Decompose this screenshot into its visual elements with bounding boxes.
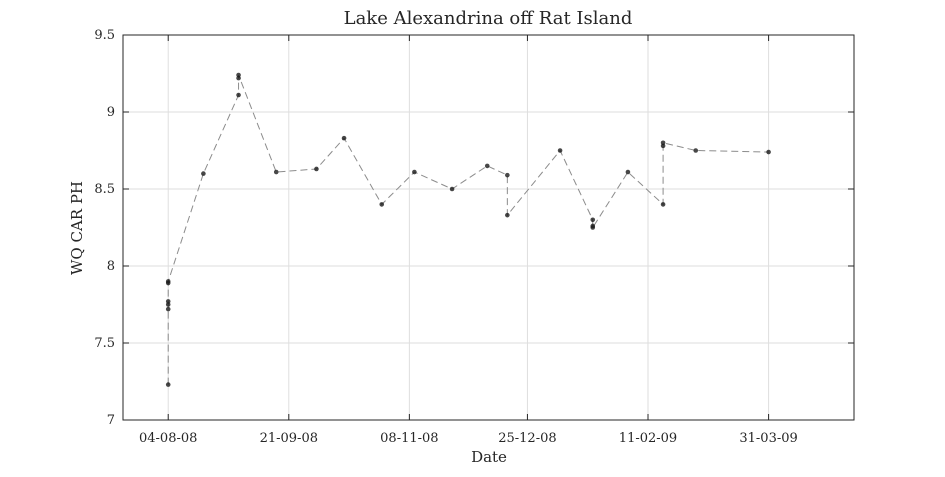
y-tick-label: 9	[107, 105, 115, 120]
data-point	[165, 382, 171, 387]
data-point	[484, 163, 490, 169]
series-layer	[167, 74, 769, 385]
data-point	[766, 149, 771, 155]
marker-layer	[165, 72, 771, 387]
x-axis-title: Date	[471, 448, 507, 466]
data-point	[165, 306, 171, 312]
data-point	[273, 169, 279, 175]
data-point	[625, 169, 631, 175]
y-tick-label: 8	[107, 259, 115, 274]
data-point	[590, 225, 596, 230]
x-tick-label: 31-03-09	[739, 431, 797, 446]
data-point	[660, 202, 666, 207]
x-tick-label: 08-11-08	[380, 431, 438, 446]
series-line	[167, 74, 769, 385]
data-point	[236, 92, 241, 98]
y-tick-label: 8.5	[94, 182, 115, 197]
x-tick-label: 21-09-08	[260, 431, 318, 446]
data-point	[165, 299, 171, 304]
x-tick-label: 11-02-09	[619, 431, 677, 446]
data-point	[590, 217, 596, 223]
data-point	[505, 172, 510, 178]
data-point	[236, 72, 241, 78]
data-point	[165, 279, 171, 284]
y-tick-label: 7.5	[94, 336, 115, 351]
grid-layer	[123, 34, 854, 421]
data-point	[341, 135, 347, 141]
x-tick-label: 25-12-08	[498, 431, 556, 446]
data-point	[505, 212, 510, 218]
data-point	[412, 169, 417, 175]
chart-title: Lake Alexandrina off Rat Island	[344, 8, 633, 29]
data-point	[693, 148, 699, 153]
x-tick-label: 04-08-08	[139, 431, 197, 446]
plot-area	[122, 34, 855, 421]
y-axis-title: WQ CAR PH	[68, 181, 86, 275]
data-point	[201, 171, 206, 176]
data-point	[449, 186, 455, 192]
tick-layer: 04-08-08 21-09-08 08-11-08 25-12-08 11-02-09…	[94, 28, 854, 446]
y-tick-label: 7	[107, 413, 115, 428]
data-point	[557, 148, 563, 153]
data-point	[379, 202, 385, 207]
data-point	[660, 140, 666, 146]
data-point	[314, 166, 319, 172]
y-tick-label: 9.5	[94, 28, 115, 43]
